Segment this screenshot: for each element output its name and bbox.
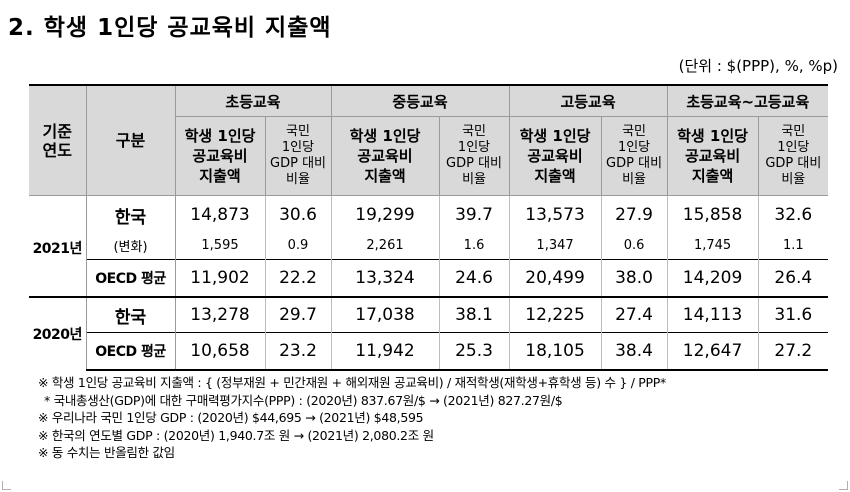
page-corner-mark <box>839 481 848 490</box>
header-expenditure: 학생 1인당 공교육비 지출액 <box>331 116 440 196</box>
year-2021: 2021년 <box>29 195 87 298</box>
table-cell: 14,873 <box>175 194 266 231</box>
table-cell: 38.1 <box>439 296 510 333</box>
footnote-formula: ※ 학생 1인당 공교육비 지출액 : { (정부재원 + 민간재원 + 해외재… <box>38 375 666 390</box>
table-cell: 0.9 <box>265 230 332 260</box>
table-cell: 27.9 <box>601 194 668 231</box>
table-cell: 30.6 <box>265 194 332 231</box>
table-cell: 24.6 <box>439 259 510 298</box>
table-cell: 1,595 <box>175 230 266 260</box>
table-cell: 23.2 <box>265 332 332 372</box>
table-cell: 26.4 <box>758 259 829 298</box>
table-cell: 22.2 <box>265 259 332 298</box>
row-label-change: (변화) <box>86 230 176 260</box>
header-expenditure: 학생 1인당 공교육비 지출액 <box>509 116 602 196</box>
row-label-oecd: OECD 평균 <box>86 332 176 372</box>
header-group-total: 초등교육~고등교육 <box>667 84 829 117</box>
header-year: 기준 연도 <box>29 84 87 196</box>
table-cell: 27.4 <box>601 296 668 333</box>
table-cell: 0.6 <box>601 230 668 260</box>
table-cell: 32.6 <box>758 194 829 231</box>
table-cell: 13,278 <box>175 296 266 333</box>
table-cell: 27.2 <box>758 332 829 372</box>
table-cell: 38.0 <box>601 259 668 298</box>
header-category: 구분 <box>86 84 176 196</box>
unit-label: (단위 : $(PPP), %, %p) <box>678 57 838 75</box>
table-cell: 17,038 <box>331 296 440 333</box>
table-cell: 2,261 <box>331 230 440 260</box>
table-cell: 1,745 <box>667 230 759 260</box>
table-cell: 14,209 <box>667 259 759 298</box>
table-cell: 14,113 <box>667 296 759 333</box>
table-cell: 29.7 <box>265 296 332 333</box>
header-expenditure: 학생 1인당 공교육비 지출액 <box>175 116 266 196</box>
footnote-gdp-total: ※ 한국의 연도별 GDP : (2020년) 1,940.7조 원 → (20… <box>38 427 434 443</box>
footnote-gdp-per-capita: ※ 우리나라 국민 1인당 GDP : (2020년) $44,695 → (2… <box>38 410 424 426</box>
table-cell: 1.6 <box>439 230 510 260</box>
page-corner-mark <box>2 481 11 490</box>
header-group-tertiary: 고등교육 <box>509 84 668 117</box>
table-cell: 11,942 <box>331 332 440 372</box>
row-label-korea: 한국 <box>86 296 176 333</box>
header-expenditure: 학생 1인당 공교육비 지출액 <box>667 116 759 196</box>
header-gdp-ratio: 국민 1인당 GDP 대비 비율 <box>758 116 829 196</box>
table-cell: 20,499 <box>509 259 602 298</box>
table-cell: 25.3 <box>439 332 510 372</box>
footnote-ppp: * 국내총생산(GDP)에 대한 구매력평가지수(PPP) : (2020년) … <box>44 392 563 408</box>
table-cell: 39.7 <box>439 194 510 231</box>
table-cell: 13,573 <box>509 194 602 231</box>
row-label-oecd: OECD 평균 <box>86 259 176 298</box>
header-group-elementary: 초등교육 <box>175 84 332 117</box>
table-cell: 38.4 <box>601 332 668 372</box>
footnote-rounding: ※ 동 수치는 반올림한 값임 <box>38 445 175 461</box>
year-2020: 2020년 <box>29 296 87 370</box>
table-cell: 12,647 <box>667 332 759 372</box>
header-gdp-ratio: 국민 1인당 GDP 대비 비율 <box>439 116 510 196</box>
row-label-korea: 한국 <box>86 194 176 231</box>
header-group-secondary: 중등교육 <box>331 84 510 117</box>
table-cell: 31.6 <box>758 296 829 333</box>
expenditure-table: 기준 연도 구분 초등교육 중등교육 고등교육 초등교육~고등교육 학생 1인당… <box>29 84 829 372</box>
table-cell: 13,324 <box>331 259 440 298</box>
header-gdp-ratio: 국민 1인당 GDP 대비 비율 <box>265 116 332 196</box>
table-cell: 10,658 <box>175 332 266 372</box>
table-cell: 18,105 <box>509 332 602 372</box>
footnotes: ※ 학생 1인당 공교육비 지출액 : { (정부재원 + 민간재원 + 해외재… <box>38 374 666 462</box>
table-cell: 1,347 <box>509 230 602 260</box>
table-cell: 15,858 <box>667 194 759 231</box>
page-title: 2. 학생 1인당 공교육비 지출액 <box>8 15 332 41</box>
header-gdp-ratio: 국민 1인당 GDP 대비 비율 <box>601 116 668 196</box>
table-cell: 19,299 <box>331 194 440 231</box>
table-cell: 11,902 <box>175 259 266 298</box>
table-cell: 12,225 <box>509 296 602 333</box>
table-cell: 1.1 <box>782 237 804 253</box>
